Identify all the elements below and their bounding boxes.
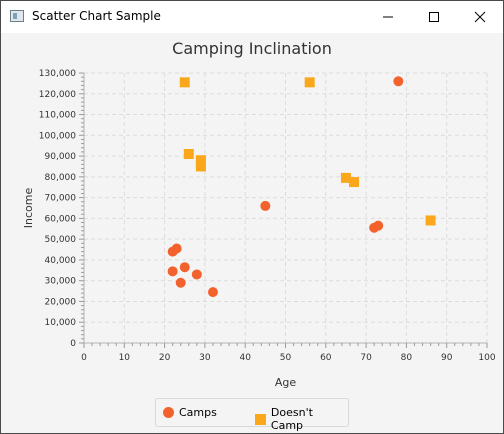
point-camps — [260, 200, 271, 211]
y-tick-label: 60,000 — [45, 214, 77, 224]
maximize-button[interactable] — [411, 1, 457, 33]
y-tick-label: 110,000 — [39, 111, 76, 121]
point-camps — [171, 243, 182, 254]
point-doesnt-camp — [425, 215, 436, 226]
maximize-icon — [429, 12, 439, 22]
y-tick-label: 70,000 — [45, 194, 77, 204]
window-title: Scatter Chart Sample — [32, 9, 161, 23]
x-tick-label: 50 — [280, 353, 292, 363]
chart-title: Camping Inclination — [172, 39, 332, 58]
point-camps — [207, 287, 218, 298]
x-tick-label: 90 — [441, 353, 453, 363]
legend-item-camps: Camps — [163, 406, 217, 419]
x-tick-label: 70 — [360, 353, 372, 363]
y-axis-label: Income — [22, 188, 35, 229]
close-button[interactable] — [457, 1, 503, 33]
point-doesnt-camp — [179, 77, 190, 88]
legend-label-doesnt-camp: Doesn't Camp — [270, 406, 313, 432]
scatter-plot: 0 10 20 30 40 50 60 70 80 90 100 0 10,000 20,000 30,00… — [22, 69, 496, 389]
y-tick-label: 130,000 — [39, 69, 76, 79]
point-camps — [175, 277, 186, 288]
y-tick-label: 10,000 — [45, 318, 77, 328]
x-tick-label: 80 — [401, 353, 413, 363]
chart-legend: Camps Doesn't Camp — [155, 398, 349, 432]
legend-item-doesnt-camp: Doesn't Camp — [255, 406, 348, 432]
point-doesnt-camp — [195, 155, 206, 166]
y-tick-label: 100,000 — [39, 131, 76, 141]
y-tick-label: 0 — [70, 339, 76, 349]
minimize-icon — [383, 16, 393, 18]
close-icon — [474, 11, 486, 23]
point-doesnt-camp — [183, 149, 194, 159]
x-tick-label: 60 — [320, 353, 332, 363]
point-camps — [167, 266, 178, 277]
point-doesnt-camp — [340, 172, 351, 183]
y-tick-label: 50,000 — [45, 235, 77, 245]
point-camps — [373, 220, 384, 231]
y-tick-label: 40,000 — [45, 256, 77, 266]
x-tick-label: 0 — [81, 353, 87, 363]
plot-grid — [83, 72, 488, 344]
plot-points — [167, 76, 436, 298]
x-tick-label: 100 — [478, 353, 495, 363]
y-tick-label: 20,000 — [45, 297, 77, 307]
x-tick-label: 20 — [159, 353, 171, 363]
point-doesnt-camp — [304, 77, 315, 88]
x-tick-label: 10 — [119, 353, 131, 363]
point-camps — [393, 76, 404, 87]
legend-swatch-camps — [163, 407, 174, 418]
y-tick-label: 80,000 — [45, 173, 77, 183]
point-camps — [191, 269, 202, 280]
y-tick-label: 90,000 — [45, 152, 77, 162]
x-tick-label: 40 — [239, 353, 251, 363]
title-bar[interactable]: Scatter Chart Sample — [1, 1, 503, 33]
app-icon — [10, 10, 24, 22]
plot-axes: 0 10 20 30 40 50 60 70 80 90 100 0 10,000 20,000 30,00… — [39, 69, 496, 363]
y-tick-label: 120,000 — [39, 90, 76, 100]
y-tick-label: 30,000 — [45, 277, 77, 287]
minimize-button[interactable] — [365, 1, 411, 33]
legend-label-camps: Camps — [179, 406, 217, 419]
point-camps — [179, 262, 190, 273]
x-tick-label: 30 — [199, 353, 211, 363]
point-doesnt-camp — [195, 161, 206, 172]
point-doesnt-camp — [349, 177, 360, 188]
legend-swatch-doesnt-camp — [255, 413, 266, 425]
x-axis-label: Age — [275, 376, 297, 389]
